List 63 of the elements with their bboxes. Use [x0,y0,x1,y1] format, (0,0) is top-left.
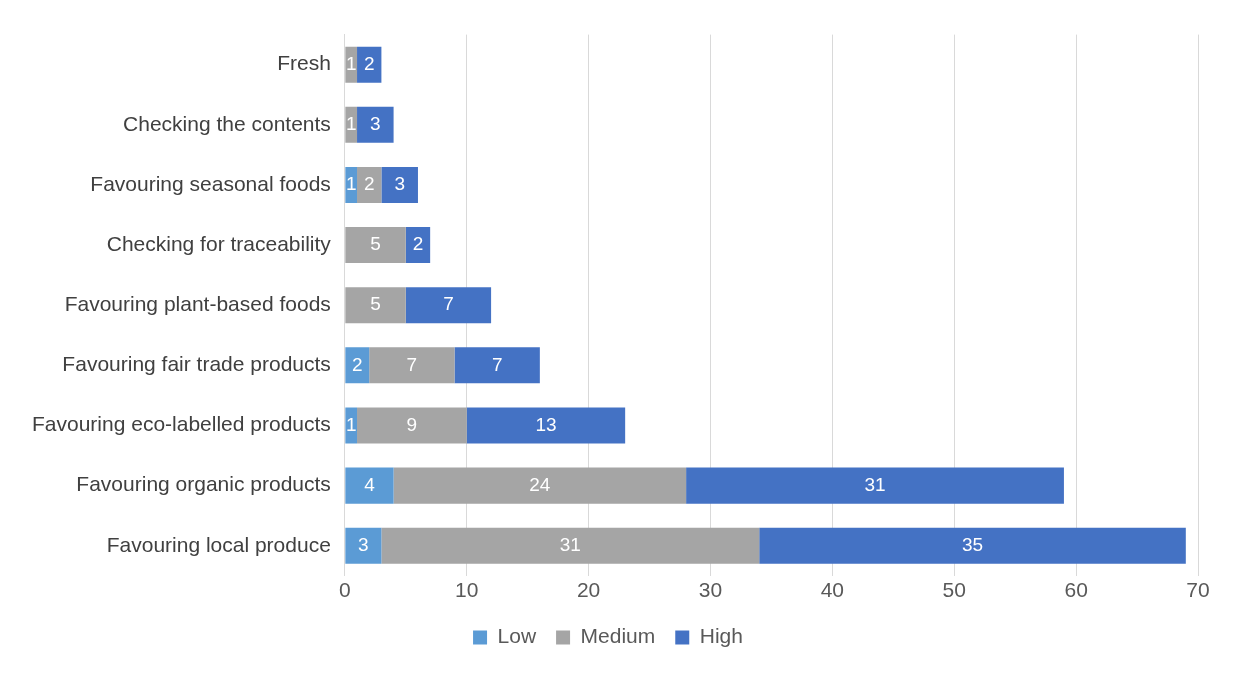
bar [345,287,406,324]
data-label: 24 [529,473,551,495]
y-tick-label: Fresh [277,51,331,75]
data-label: 7 [443,293,454,315]
legend-label: Low [497,624,537,648]
bar [357,407,467,444]
data-label: 5 [370,233,381,255]
data-label: 2 [412,233,424,255]
data-label: 5 [370,293,381,315]
bar [686,467,1064,504]
data-label: 3 [358,533,369,555]
data-label: 2 [363,52,375,74]
legend-label: High [699,624,743,648]
data-label: 9 [406,413,418,435]
data-label: 1 [345,113,357,135]
data-label: 2 [351,353,363,375]
bar [759,527,1186,564]
data-label: 7 [406,353,418,375]
y-tick-label: Favouring local produce [106,532,331,556]
x-tick-label: 40 [820,578,845,602]
bar [357,46,382,83]
bar [466,407,626,444]
bar [345,227,406,264]
bar [369,347,455,384]
data-label: 4 [364,473,376,495]
x-tick-label: 70 [1186,578,1210,602]
bar [454,347,540,384]
bar [345,407,358,444]
y-tick-label: Favouring organic products [76,472,331,496]
y-tick-label: Favouring eco-labelled products [32,412,331,436]
bar [345,527,382,564]
x-tick-label: 30 [698,578,723,602]
x-tick-label: 50 [942,578,966,602]
data-label: 31 [559,533,581,555]
data-label: 3 [394,173,405,195]
data-label: 13 [535,413,557,435]
y-tick-label: Favouring plant-based foods [64,292,331,315]
bar [357,106,394,143]
x-tick-label: 10 [455,578,479,602]
bar [381,166,418,203]
legend-label: Medium [580,624,656,648]
data-label: 1 [345,413,357,435]
x-tick-label: 0 [339,578,351,602]
x-tick-label: 60 [1064,578,1088,602]
y-tick-label: Checking for traceability [106,231,332,255]
data-label: 35 [961,533,984,555]
data-label: 3 [370,113,381,135]
bar [405,227,431,264]
bar [405,287,492,324]
data-label: 1 [345,52,357,74]
data-label: 2 [363,173,375,195]
y-tick-label: Favouring seasonal foods [90,171,331,195]
bar [393,467,687,504]
bar [345,467,394,504]
data-label: 31 [864,473,886,495]
data-label: 7 [491,353,503,375]
x-tick-label: 20 [576,578,601,602]
bar [357,166,382,203]
y-tick-label: Checking the contents [123,111,331,135]
y-tick-label: Favouring fair trade products [62,352,331,376]
bar [345,347,370,384]
bar [381,527,760,564]
data-label: 1 [345,173,357,195]
